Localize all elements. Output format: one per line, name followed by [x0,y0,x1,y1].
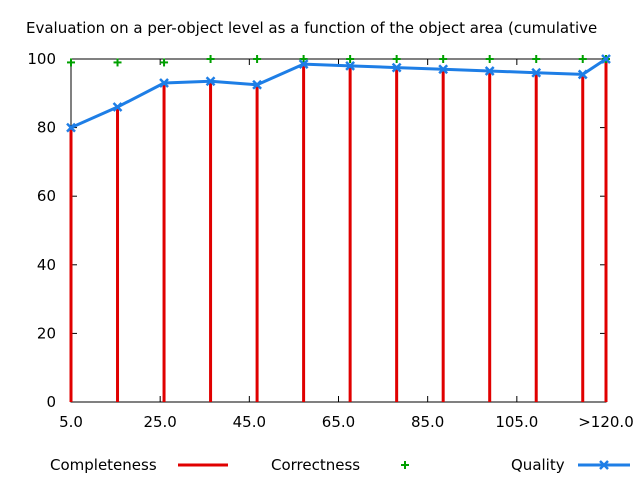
x-tick-label: 5.0 [59,413,83,431]
quality-point-b [205,76,216,87]
quality-point-b [601,54,611,64]
quality-point-b [66,122,76,133]
quality-point-b [531,67,542,78]
quality-point-b [438,64,449,75]
quality-point [438,64,449,75]
y-axis-ticks: 0 20 40 60 80 100 [27,50,606,411]
quality-line [70,57,607,129]
quality-point-b [252,79,262,90]
chart-title: Evaluation on a per-object level as a fu… [26,19,597,37]
x-axis-ticks: 5.0 25.0 45.0 65.0 85.0 105.0 >120.0 [59,59,634,431]
correctness-point [206,55,215,63]
quality-point [577,69,588,80]
quality-point-b [159,78,169,88]
correctness-point [160,58,169,67]
x-tick-label: 45.0 [233,413,266,431]
quality-point [298,59,309,70]
quality-series [66,54,611,133]
quality-point [205,76,216,87]
y-tick-label: 20 [37,324,56,342]
x-tick-label: 65.0 [322,413,355,431]
correctness-point [67,58,75,67]
quality-point [66,122,76,133]
quality-point-b [345,60,356,71]
legend-swatch-quality-b [599,460,609,470]
y-tick-label: 80 [37,119,56,137]
quality-point-b [298,59,309,70]
quality-point-b [112,102,123,112]
plot-border [70,58,607,403]
y-tick-label: 40 [37,256,56,274]
correctness-point [532,55,541,63]
quality-point [159,78,169,88]
correctness-point [253,55,262,63]
y-tick-label: 100 [27,50,56,68]
quality-point-b [577,69,588,80]
legend-label-completeness: Completeness [50,456,157,474]
correctness-point [578,55,587,63]
correctness-point [346,55,355,63]
quality-point [252,79,262,90]
quality-point-b [484,66,495,76]
quality-point [391,62,402,73]
x-tick-label: 25.0 [143,413,176,431]
correctness-point [439,55,448,63]
correctness-point [485,55,494,63]
legend-label-correctness: Correctness [271,456,360,474]
legend: Completeness Correctness Quality [50,456,630,474]
correctness-point [299,55,308,63]
plot-frame [70,58,607,403]
quality-point [601,54,611,64]
quality-point-b [391,62,402,73]
x-tick-label: 85.0 [411,413,444,431]
legend-label-quality: Quality [511,456,565,474]
correctness-series [67,55,610,67]
quality-point [345,60,356,71]
correctness-point [392,55,401,63]
x-tick-label: 105.0 [495,413,538,431]
y-tick-label: 0 [46,393,56,411]
correctness-point [113,58,122,67]
quality-point [112,102,123,112]
x-tick-label: >120.0 [578,413,634,431]
quality-point [484,66,495,76]
quality-point [531,67,542,78]
y-tick-label: 60 [37,187,56,205]
completeness-series [69,59,608,402]
